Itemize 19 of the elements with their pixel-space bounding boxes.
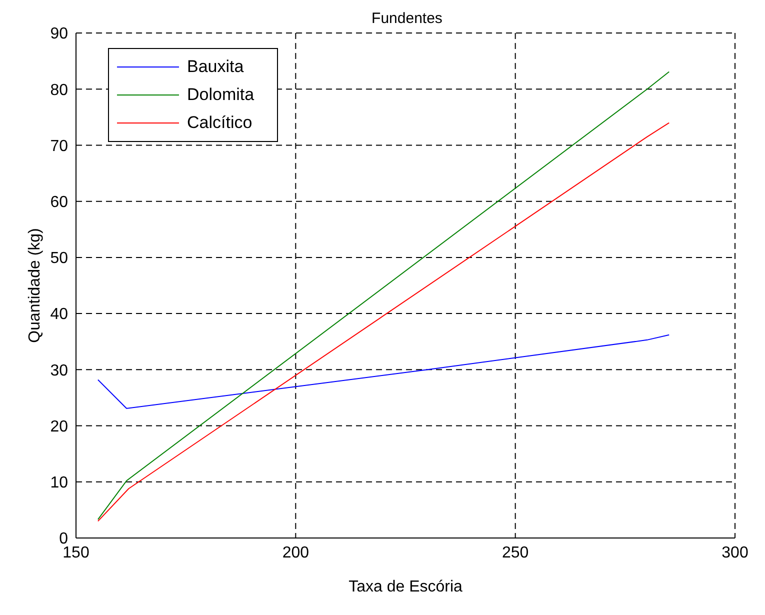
legend-label: Calcítico: [187, 113, 252, 133]
x-tick-label: 300: [722, 544, 748, 562]
legend-label: Bauxita: [187, 57, 244, 77]
legend-label: Dolomita: [187, 85, 254, 105]
y-tick-label: 40: [50, 306, 68, 324]
y-tick-label: 30: [50, 362, 68, 380]
x-tick-label: 200: [282, 544, 310, 562]
y-tick-label: 60: [50, 194, 68, 212]
line-series: [97, 334, 670, 409]
y-tick-label: 10: [50, 474, 68, 492]
y-tick-label: 90: [50, 26, 68, 43]
chart-title: Fundentes: [370, 10, 444, 27]
y-tick-label: 20: [50, 418, 68, 436]
x-tick-label: 250: [502, 544, 529, 562]
y-tick-label: 80: [50, 82, 68, 99]
x-axis-title: Taxa de Escória: [348, 578, 463, 596]
y-axis-title: Quantidade (kg): [26, 228, 44, 343]
y-tick-label: 50: [50, 250, 68, 268]
y-tick-label: 70: [50, 138, 68, 155]
